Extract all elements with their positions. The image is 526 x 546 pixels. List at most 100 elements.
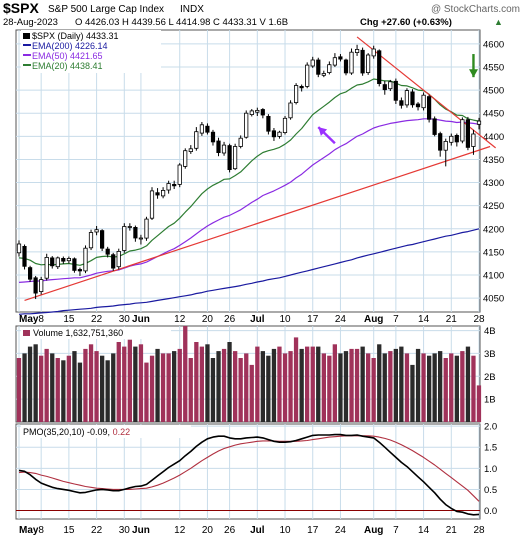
candle [443, 140, 448, 151]
volume-bar [27, 346, 33, 422]
volume-bar [255, 346, 260, 422]
candle [227, 145, 232, 171]
volume-bar [39, 355, 44, 422]
legend-ema200: EMA(200) 4226.14 [32, 41, 108, 51]
volume-bar [116, 342, 121, 422]
candle [382, 84, 387, 91]
volume-bar [111, 353, 116, 422]
legend-price: $SPX (Daily) 4433.31 [32, 31, 119, 41]
volume-bar [449, 353, 454, 422]
pmo-x-tick-label: 21 [446, 525, 458, 536]
volume-bar [443, 358, 448, 422]
price-tick-label: 4050 [483, 294, 504, 305]
volume-bar [382, 353, 387, 422]
candle [127, 226, 132, 228]
legend-swatch-ema20 [23, 64, 31, 66]
candle [244, 112, 249, 138]
candle [199, 124, 204, 134]
price-tick-label: 4250 [483, 201, 504, 212]
candle [349, 51, 354, 74]
volume-bar [432, 353, 437, 422]
volume-bar [476, 385, 482, 422]
pmo-legend-bg [21, 425, 191, 438]
volume-bar [105, 360, 110, 422]
price-x-tick-label: May [19, 314, 39, 325]
volume-bar [327, 355, 332, 422]
volume-bar [349, 348, 354, 422]
candle [360, 49, 365, 74]
pmo-x-tick-label: 15 [63, 525, 75, 536]
volume-bar [72, 351, 77, 422]
candle [188, 148, 193, 153]
candle [166, 183, 171, 191]
price-tick-label: 4550 [483, 62, 504, 73]
price-x-tick-label: 14 [418, 314, 430, 325]
volume-bar [277, 346, 282, 422]
candle [377, 50, 382, 84]
pmo-panel: 0.0 0.5 1.0 1.5 2.0 [15, 422, 497, 520]
pmo-x-tick-label: Jul [250, 525, 265, 536]
pmo-x-tick-label: 20 [202, 525, 214, 536]
candle [310, 59, 315, 67]
candle [343, 59, 349, 74]
volume-bar [177, 348, 182, 422]
volume-bar [271, 348, 277, 422]
volume-bar [144, 362, 149, 422]
legend-swatch-volume [23, 330, 30, 336]
volume-bar [138, 344, 144, 422]
candle [149, 190, 155, 219]
volume-bar [316, 346, 321, 422]
candle [50, 257, 55, 267]
legend-pmo-label: PMO(35,20,10) -0.09, 0.22 [23, 427, 130, 437]
price-x-tick-label: 30 [119, 314, 131, 325]
candle [327, 64, 332, 73]
volume-bar [194, 342, 199, 422]
volume-bar [133, 346, 138, 422]
volume-tick-label: 4B [484, 326, 496, 337]
ema50-line [18, 118, 480, 283]
pmo-legend: PMO(35,20,10) -0.09, 0.22 [21, 425, 191, 438]
candle [293, 85, 299, 104]
candle [66, 257, 71, 262]
price-tick-label: 4450 [483, 109, 504, 120]
watermark: @ StockCharts.com [431, 4, 520, 15]
volume-bar [366, 353, 371, 422]
volume-bar [293, 337, 299, 422]
legend-swatch-ema200 [23, 44, 31, 46]
volume-bar [149, 355, 155, 422]
pmo-x-tick-label: 14 [418, 525, 430, 536]
volume-bar [94, 351, 99, 422]
volume-bar [33, 344, 38, 422]
price-x-tick-label: Jul [250, 314, 265, 325]
candle [476, 120, 482, 125]
candle [266, 116, 271, 132]
pmo-x-tick-label: 12 [174, 525, 186, 536]
volume-bar [399, 346, 404, 422]
volume-bar [122, 346, 127, 422]
candle [410, 91, 415, 106]
price-tick-label: 4600 [483, 39, 504, 50]
pmo-x-tick-label: Aug [364, 525, 383, 536]
volume-bar [83, 348, 88, 422]
candle [221, 144, 227, 154]
x-axis: May 8 15 22 30 Jun 12 20 26 Jul 10 17 24 Aug 7 14 21 28Ma… [19, 314, 485, 536]
price-x-tick-label: 22 [91, 314, 103, 325]
candle [255, 110, 260, 113]
volume-bar [44, 348, 49, 422]
candle [172, 183, 177, 187]
volume-bar [77, 362, 83, 422]
volume-bar [166, 353, 171, 422]
volume-bar [216, 351, 221, 422]
candle [144, 218, 149, 239]
candle [271, 130, 277, 138]
price-legend: $SPX (Daily) 4433.31 EMA(200) 4226.14 EM… [21, 30, 161, 73]
volume-bar [421, 353, 426, 422]
volume-bar [233, 351, 238, 422]
pmo-tick-label: 0.5 [484, 485, 497, 496]
candle [88, 232, 94, 249]
pmo-signal-line [18, 435, 480, 502]
index-exchange: INDX [180, 4, 204, 15]
pmo-x-tick-label: 30 [119, 525, 131, 536]
pmo-x-tick-label: May [19, 525, 39, 536]
